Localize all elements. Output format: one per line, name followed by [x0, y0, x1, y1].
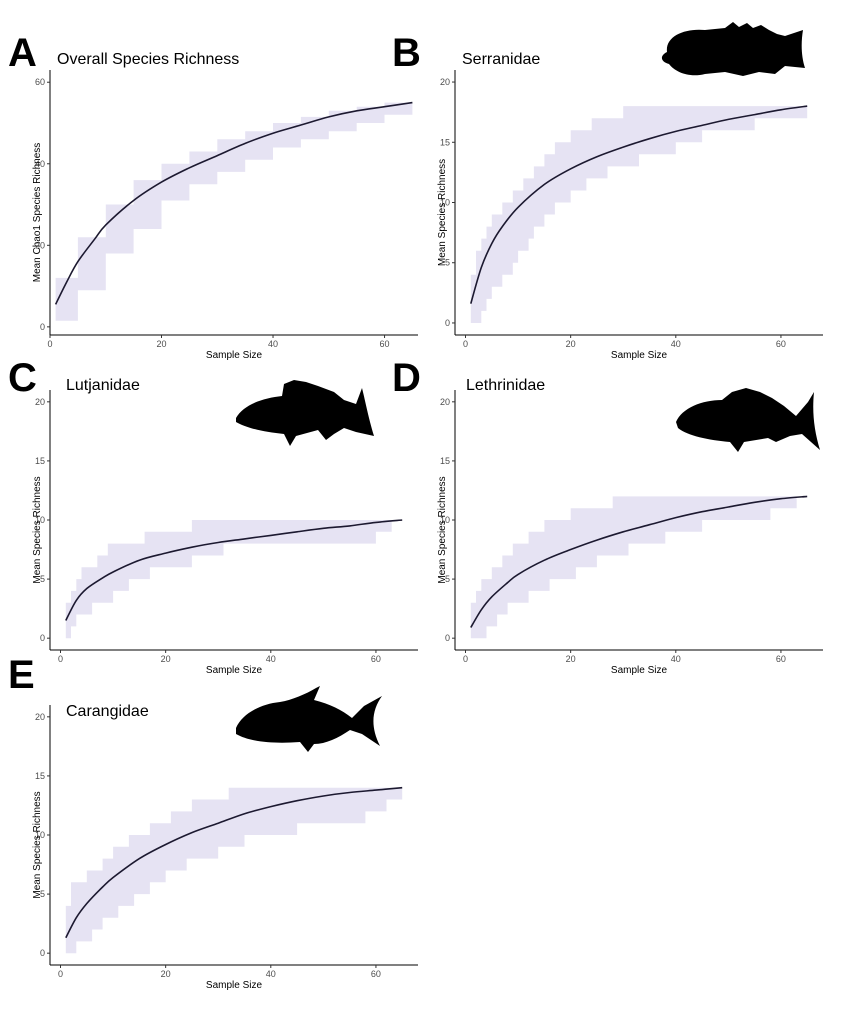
panel-title: Lethrinidae: [466, 377, 545, 394]
x-tick-label: 0: [463, 339, 468, 349]
trevally-silhouette-icon: [236, 686, 382, 752]
y-tick-label: 20: [440, 397, 450, 407]
y-tick-label: 10: [440, 515, 450, 525]
y-tick-label: 15: [440, 456, 450, 466]
snapper-silhouette-icon: [236, 380, 374, 446]
y-tick-label: 10: [35, 515, 45, 525]
x-tick-label: 0: [58, 654, 63, 664]
y-axis-title: Mean Species Richness: [32, 791, 43, 898]
x-tick-label: 60: [776, 654, 786, 664]
x-tick-label: 20: [161, 969, 171, 979]
panel-c: 0 5 10 15 20 0 20 40 60 Sample Size Mean Species R…: [8, 356, 418, 676]
y-tick-label: 5: [445, 258, 450, 268]
x-tick-label: 40: [266, 969, 276, 979]
x-tick-label: 40: [268, 339, 278, 349]
x-tick-label: 60: [371, 654, 381, 664]
emperor-silhouette-icon: [676, 388, 820, 452]
panel-letter: D: [392, 356, 421, 400]
y-axis-title: Mean Chao1 Species Richness: [32, 143, 43, 283]
panel-title: Carangidae: [66, 703, 149, 720]
panel-letter: C: [8, 356, 37, 400]
panel-b: 0 5 10 15 20 0 20 40 60 Sample Size Mean Species R…: [392, 22, 823, 361]
x-tick-label: 40: [671, 654, 681, 664]
panel-letter: E: [8, 653, 35, 697]
y-tick-label: 60: [35, 77, 45, 87]
confidence-ribbon: [65, 787, 403, 954]
y-tick-label: 20: [35, 712, 45, 722]
y-tick-label: 5: [40, 889, 45, 899]
mean-richness-line: [65, 786, 403, 939]
x-axis-title: Sample Size: [611, 665, 668, 676]
y-tick-label: 15: [35, 771, 45, 781]
confidence-ribbon: [65, 520, 403, 639]
panel-a: 0 20 40 60 0 20 40 60 Sample Size Mean Chao1 Spec…: [8, 31, 418, 361]
confidence-ribbon: [470, 496, 808, 639]
x-tick-label: 20: [161, 654, 171, 664]
confidence-ribbon: [55, 98, 413, 321]
y-tick-label: 10: [35, 830, 45, 840]
panel-title: Overall Species Richness: [57, 51, 239, 68]
panel-title: Lutjanidae: [66, 377, 140, 394]
mean-richness-line: [470, 495, 808, 628]
y-tick-label: 15: [35, 456, 45, 466]
y-axis-title: Mean Species Richness: [437, 476, 448, 583]
mean-richness-line: [54, 101, 413, 305]
x-tick-label: 20: [566, 339, 576, 349]
mean-richness-line: [65, 519, 403, 621]
y-tick-label: 5: [445, 574, 450, 584]
x-axis-title: Sample Size: [206, 350, 263, 361]
panel-e: 0 5 10 15 20 0 20 40 60 Sample Size Mean Species R…: [8, 653, 418, 991]
y-tick-label: 10: [440, 198, 450, 208]
y-tick-label: 40: [35, 159, 45, 169]
x-axis-title: Sample Size: [206, 980, 263, 991]
panel-title: Serranidae: [462, 51, 540, 68]
y-tick-label: 20: [35, 397, 45, 407]
y-tick-label: 0: [40, 948, 45, 958]
x-tick-label: 40: [266, 654, 276, 664]
y-axis-title: Mean Species Richness: [437, 159, 448, 266]
y-tick-label: 20: [35, 240, 45, 250]
x-tick-label: 0: [463, 654, 468, 664]
panel-letter: A: [8, 31, 37, 75]
grouper-silhouette-icon: [661, 22, 805, 76]
x-tick-label: 0: [58, 969, 63, 979]
y-tick-label: 5: [40, 574, 45, 584]
mean-richness-line: [470, 105, 808, 304]
x-tick-label: 60: [380, 339, 390, 349]
x-tick-label: 20: [566, 654, 576, 664]
y-tick-label: 0: [40, 322, 45, 332]
x-axis-title: Sample Size: [206, 665, 263, 676]
y-axis-title: Mean Species Richness: [32, 476, 43, 583]
x-tick-label: 60: [776, 339, 786, 349]
panel-letter: B: [392, 31, 421, 75]
y-tick-label: 0: [40, 633, 45, 643]
x-tick-label: 20: [157, 339, 167, 349]
x-tick-label: 60: [371, 969, 381, 979]
y-tick-label: 20: [440, 77, 450, 87]
x-tick-label: 0: [47, 339, 52, 349]
y-tick-label: 15: [440, 137, 450, 147]
y-tick-label: 0: [445, 633, 450, 643]
confidence-ribbon: [470, 106, 808, 323]
panel-d: 0 5 10 15 20 0 20 40 60 Sample Size Mean Species R…: [392, 356, 823, 676]
x-axis-title: Sample Size: [611, 350, 668, 361]
y-tick-label: 0: [445, 318, 450, 328]
x-tick-label: 40: [671, 339, 681, 349]
